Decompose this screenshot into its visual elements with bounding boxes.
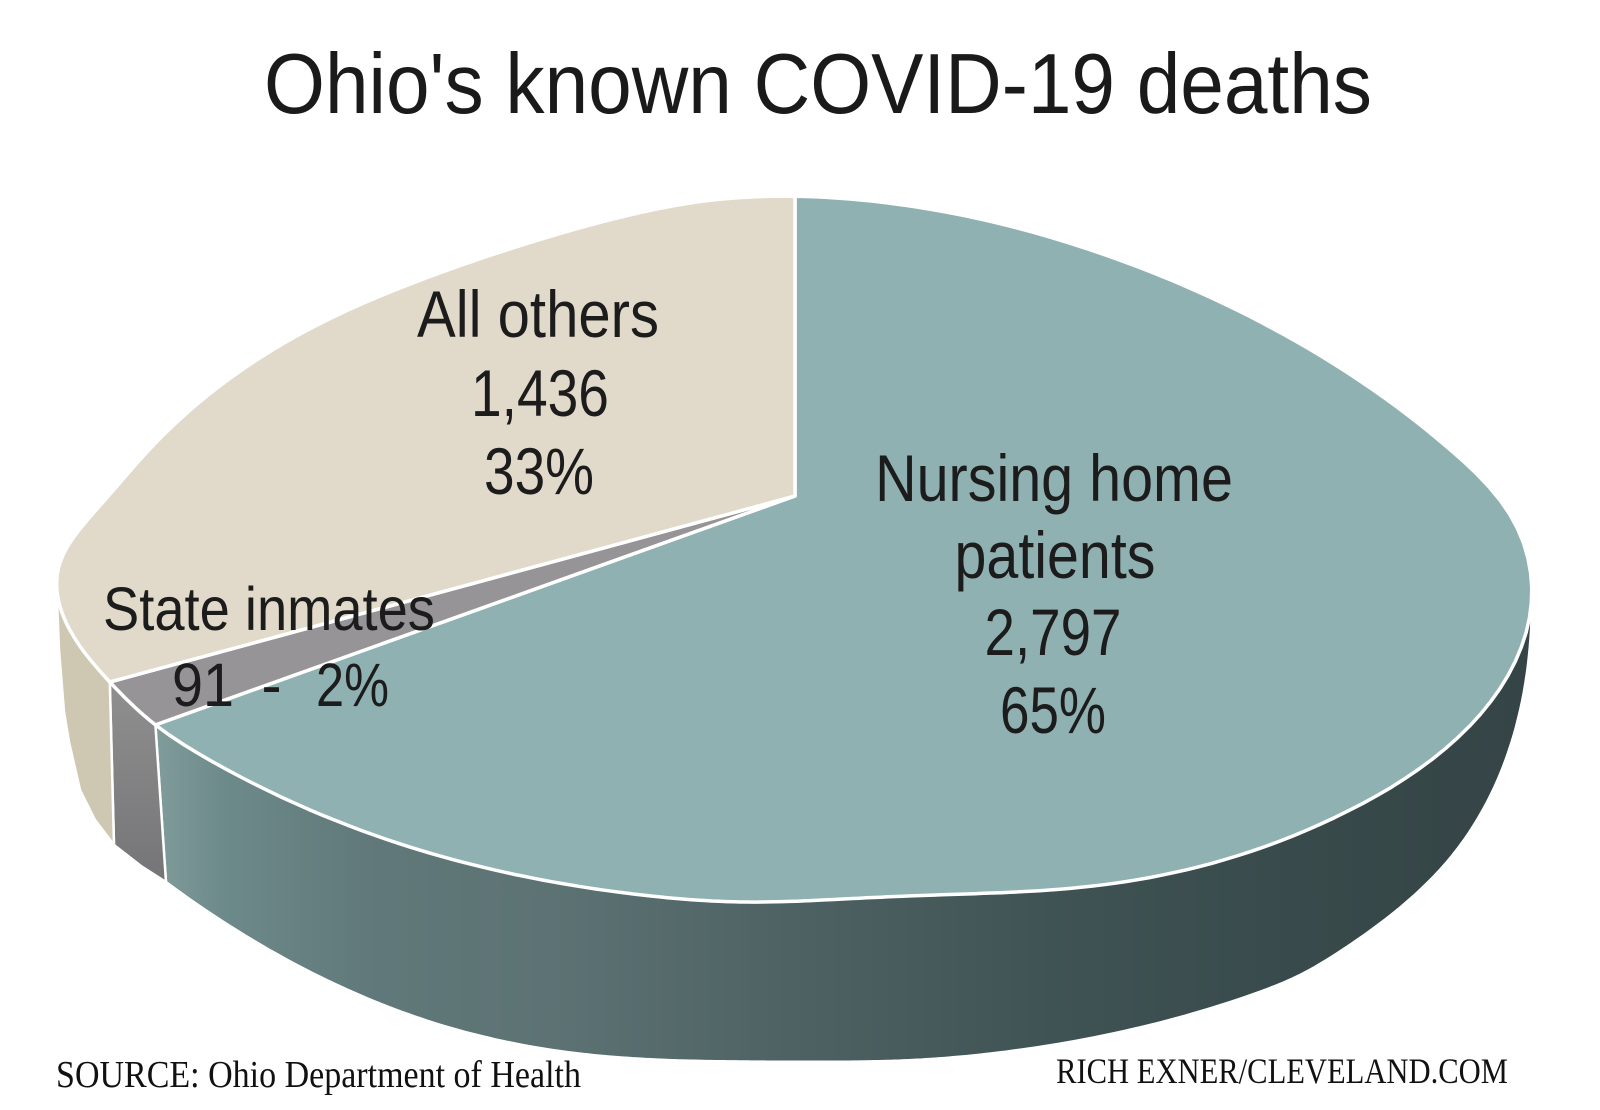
svg-text:65%: 65% — [1000, 673, 1106, 747]
svg-text:patients: patients — [955, 519, 1156, 593]
svg-text:Nursing home: Nursing home — [875, 442, 1233, 516]
svg-text:2,797: 2,797 — [985, 595, 1122, 669]
svg-text:All others: All others — [417, 279, 659, 352]
svg-text:91: 91 — [172, 652, 234, 720]
svg-text:SOURCE: Ohio Department of Hea: SOURCE: Ohio Department of Health — [56, 1053, 581, 1095]
svg-text:-: - — [261, 651, 281, 719]
svg-text:1,436: 1,436 — [471, 356, 609, 430]
svg-text:2%: 2% — [316, 650, 389, 719]
svg-text:Ohio's known COVID-19 deaths: Ohio's known COVID-19 deaths — [264, 37, 1372, 132]
svg-text:RICH EXNER/CLEVELAND.COM: RICH EXNER/CLEVELAND.COM — [1056, 1052, 1508, 1092]
svg-text:33%: 33% — [484, 434, 594, 508]
svg-text:State inmates: State inmates — [103, 576, 435, 644]
